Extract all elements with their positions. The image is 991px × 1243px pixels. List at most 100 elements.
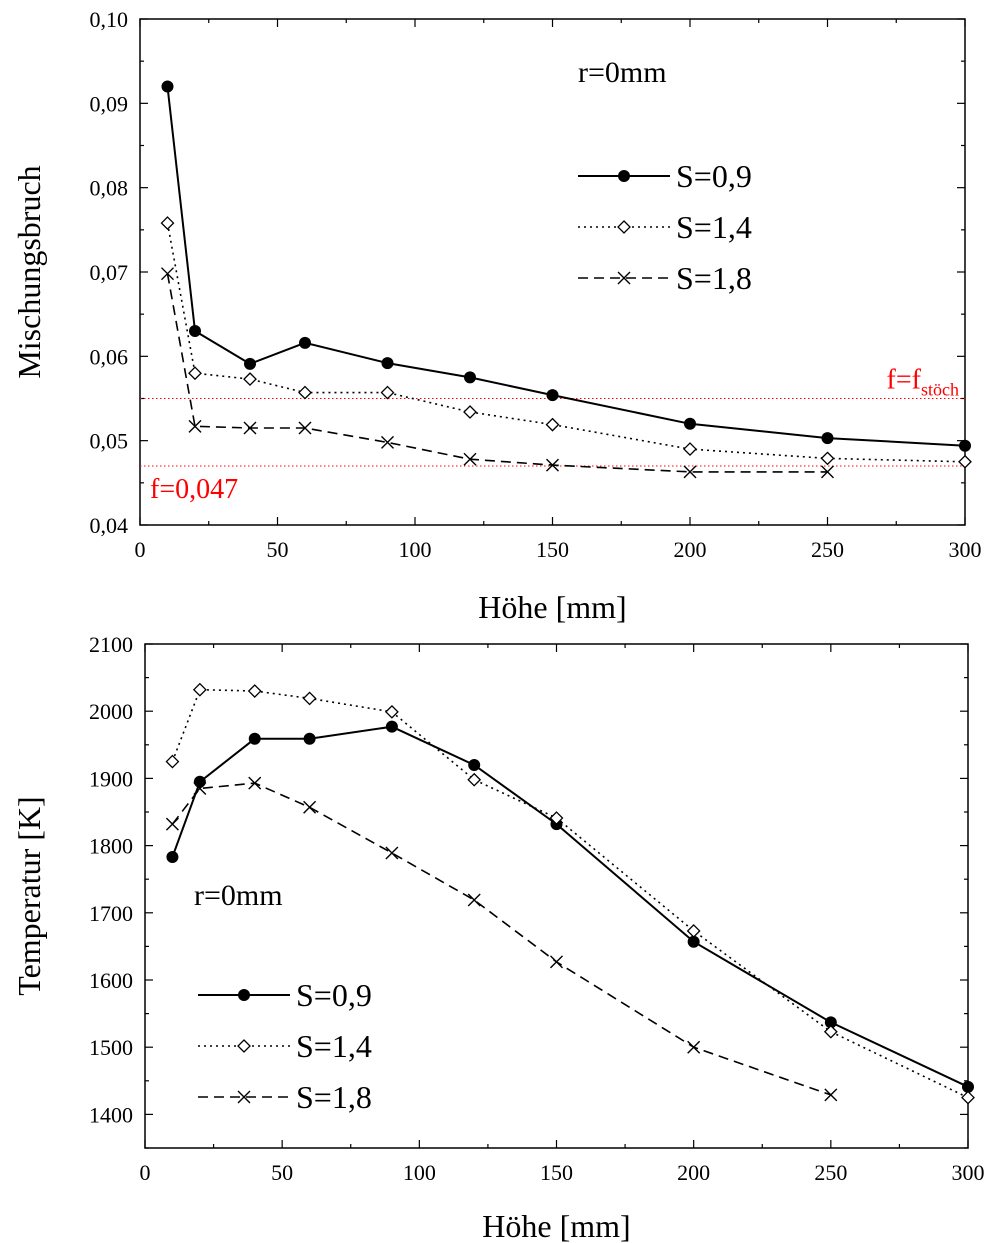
y-axis-title: Temperatur [K] [11,796,47,995]
x-tick-label: 50 [267,537,289,562]
x-tick-label: 250 [811,537,844,562]
y-tick-label: 1900 [89,766,133,791]
data-point [193,775,206,788]
data-point [299,336,311,349]
temperature-chart: 0 50 100 150 200 250 300 1400 1500 1600 1700 1800 19… [11,632,985,1243]
x-axis-title: Höhe [mm] [478,589,626,625]
y-tick-label: 1500 [89,1035,133,1060]
data-point [683,442,697,457]
data-point [165,817,179,831]
data-point [546,458,559,472]
y-tick-label: 0,04 [90,513,129,538]
y-tick-label: 1700 [89,901,133,926]
data-point [683,465,697,479]
x-tick-label: 150 [536,537,569,562]
data-point [165,754,180,769]
data-point [188,419,202,433]
data-point [549,811,564,825]
data-point [298,421,312,435]
data-point [468,758,481,771]
data-point [821,465,834,479]
x-tick-label: 50 [271,1160,293,1185]
data-point [166,851,179,864]
data-point [824,1016,837,1029]
data-point [161,80,174,93]
annotation-label: r=0mm [194,879,283,912]
data-point [464,371,476,384]
legend-marker [617,220,631,234]
data-point [248,776,262,790]
data-point [385,720,398,733]
reference-label-main: f=f [887,365,922,396]
x-tick-label: 0 [140,1160,151,1185]
y-tick-label: 0,08 [90,176,129,201]
data-point [380,385,395,400]
x-tick-label: 300 [949,537,982,562]
legend: S=0,9 S=1,4 S=1,8 [198,977,372,1115]
y-tick-label: 0,10 [90,7,129,32]
legend-label: S=1,8 [676,260,752,296]
data-point [958,454,972,469]
y-tick-label: 0,06 [90,344,129,369]
plot-frame [139,18,966,526]
data-point [546,389,559,402]
data-point [962,1080,974,1093]
annotation-label: r=0mm [578,56,667,89]
x-tick-label: 300 [952,1160,985,1185]
data-point [189,325,201,338]
series-0 [166,720,974,1093]
data-point [303,800,317,814]
legend-label: S=1,4 [296,1028,372,1064]
series-0 [161,80,971,452]
data-point [384,704,399,719]
data-point [820,451,835,466]
data-point [160,216,175,231]
y-tick-label: 0,05 [90,429,129,454]
data-point [467,772,482,787]
legend-label: S=0,9 [676,158,752,194]
y-tick-label: 1800 [89,834,133,859]
reference-label: f=0,047 [150,474,238,505]
legend-label: S=1,4 [676,209,752,245]
data-point [244,357,256,370]
x-tick-label: 100 [399,537,432,562]
data-point [463,452,477,466]
series-line [166,86,966,447]
data-point [302,691,317,706]
legend: S=0,9 S=1,4 S=1,8 [578,158,752,296]
data-point [192,682,207,697]
x-tick-label: 150 [540,1160,573,1185]
series-1 [165,682,975,1105]
y-axis-title: Mischungsbruch [11,165,47,378]
data-point [686,924,701,938]
legend-marker [237,1090,251,1104]
legend-marker [237,1039,251,1053]
data-point [161,267,174,281]
series-1 [160,216,972,469]
y-tick-label: 0,07 [90,260,129,285]
y-tick-label: 2000 [89,699,133,724]
series-line [171,688,969,1099]
data-point [385,846,399,860]
data-point [824,1088,838,1102]
legend-marker [617,271,631,285]
data-point [961,1090,975,1105]
y-tick-label: 1400 [89,1102,133,1127]
data-point [243,372,257,387]
x-axis-title: Höhe [mm] [482,1208,630,1243]
data-point [193,781,207,795]
series-line [171,725,969,1088]
x-tick-label: 100 [403,1160,436,1185]
data-point [298,385,312,400]
series-2 [161,267,834,479]
data-point [467,893,481,907]
legend-marker [618,170,630,182]
x-tick-label: 250 [814,1160,847,1185]
data-point [821,432,834,445]
data-point [247,684,262,698]
x-tick-label: 200 [677,1160,710,1185]
y-tick-label: 2100 [89,632,133,657]
data-point [243,421,257,435]
data-point [684,417,696,430]
data-point [381,357,394,370]
